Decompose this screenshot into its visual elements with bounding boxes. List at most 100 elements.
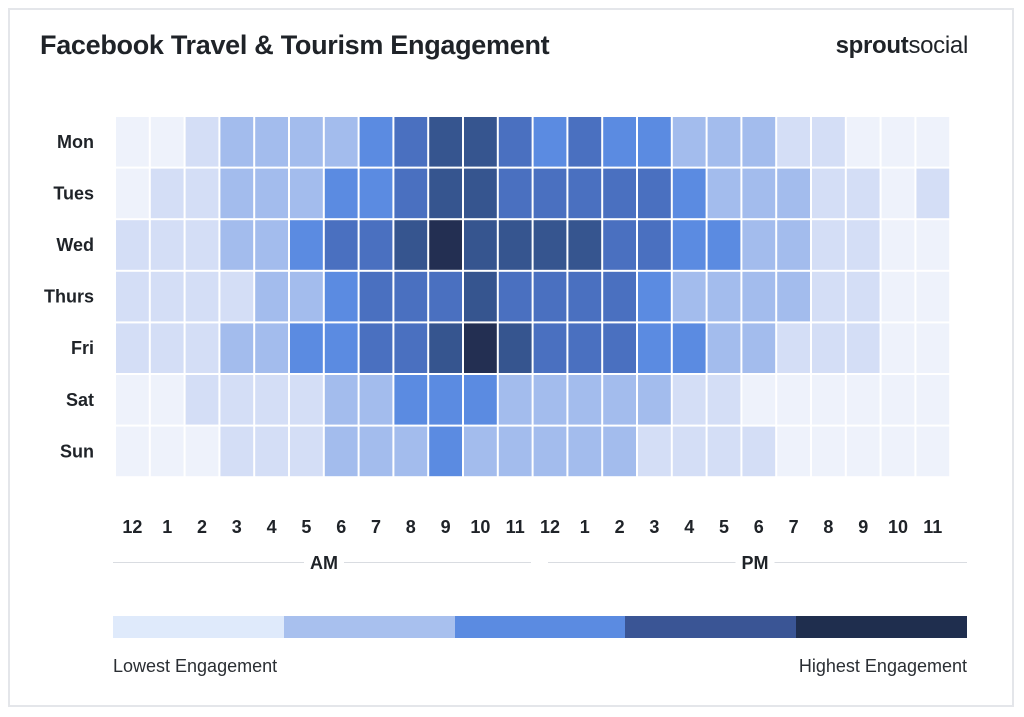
day-label: Tues bbox=[53, 183, 94, 203]
day-label: Thurs bbox=[44, 287, 94, 307]
hour-label: 2 bbox=[197, 517, 207, 537]
heatmap-cell bbox=[568, 426, 602, 477]
heatmap-cell bbox=[916, 323, 950, 373]
brand-logo: sproutsocial bbox=[835, 32, 969, 60]
heatmap-cell bbox=[185, 375, 219, 425]
heatmap-cell bbox=[742, 323, 776, 373]
heatmap-cell bbox=[150, 271, 184, 322]
heatmap-cell bbox=[916, 426, 950, 477]
heatmap-cell bbox=[672, 168, 706, 219]
heatmap-cell bbox=[359, 117, 393, 167]
heatmap-cell bbox=[290, 323, 323, 373]
heatmap-cell bbox=[881, 117, 915, 167]
heatmap-cell bbox=[220, 168, 254, 219]
heatmap-cell bbox=[533, 426, 567, 477]
heatmap-cell bbox=[290, 375, 323, 425]
heatmap-cell bbox=[498, 117, 532, 167]
heatmap-cell bbox=[638, 426, 671, 477]
heatmap-cell bbox=[464, 271, 497, 322]
heatmap-cell bbox=[220, 117, 254, 167]
heatmap-cell bbox=[603, 375, 636, 425]
heatmap-cell bbox=[394, 220, 428, 270]
heatmap-cell bbox=[812, 375, 845, 425]
hour-label: 3 bbox=[649, 517, 659, 537]
heatmap-cell bbox=[498, 220, 532, 270]
heatmap-cell bbox=[359, 375, 393, 425]
heatmap-cell bbox=[394, 271, 428, 322]
heatmap-cell bbox=[116, 220, 149, 270]
heatmap-cell bbox=[568, 168, 602, 219]
heatmap-cell bbox=[116, 117, 149, 167]
hour-label: 9 bbox=[441, 517, 451, 537]
heatmap-cell bbox=[568, 323, 602, 373]
heatmap-cell bbox=[638, 117, 671, 167]
heatmap-cell bbox=[464, 323, 497, 373]
legend-swatch bbox=[796, 616, 967, 638]
heatmap-cell bbox=[464, 117, 497, 167]
heatmap-cell bbox=[150, 323, 184, 373]
heatmap-cell bbox=[324, 375, 358, 425]
hour-label: 4 bbox=[267, 517, 277, 537]
heatmap-cell bbox=[707, 426, 741, 477]
heatmap-cell bbox=[777, 323, 810, 373]
heatmap-cell bbox=[220, 375, 254, 425]
brand-logo-part1: sprout bbox=[835, 32, 909, 59]
legend-swatch bbox=[625, 616, 797, 638]
heatmap-cell bbox=[394, 117, 428, 167]
heatmap-cell bbox=[464, 220, 497, 270]
heatmap-cell bbox=[777, 220, 810, 270]
heatmap-cell bbox=[498, 168, 532, 219]
heatmap-cell bbox=[185, 117, 219, 167]
heatmap-cell bbox=[672, 375, 706, 425]
heatmap-cell bbox=[150, 220, 184, 270]
chart-title: Facebook Travel & Tourism Engagement bbox=[40, 30, 550, 60]
hour-label: 2 bbox=[615, 517, 625, 537]
hour-label: 9 bbox=[858, 517, 868, 537]
heatmap-cell bbox=[290, 117, 323, 167]
hour-label: 8 bbox=[823, 517, 833, 537]
heatmap-cell bbox=[324, 271, 358, 322]
heatmap-cell bbox=[846, 426, 880, 477]
heatmap-cell bbox=[568, 271, 602, 322]
heatmap-cell bbox=[672, 220, 706, 270]
hour-label: 6 bbox=[754, 517, 764, 537]
heatmap-cell bbox=[394, 375, 428, 425]
hour-label: 4 bbox=[684, 517, 694, 537]
heatmap-cell bbox=[324, 117, 358, 167]
heatmap-cell bbox=[429, 426, 462, 477]
heatmap-cell bbox=[881, 323, 915, 373]
heatmap-cell bbox=[846, 271, 880, 322]
heatmap-cell bbox=[777, 168, 810, 219]
heatmap-cell bbox=[742, 375, 776, 425]
heatmap-cell bbox=[255, 426, 288, 477]
heatmap-cell bbox=[533, 271, 567, 322]
heatmap-cell bbox=[150, 117, 184, 167]
heatmap-cell bbox=[324, 426, 358, 477]
heatmap-cell bbox=[707, 323, 741, 373]
heatmap-cell bbox=[638, 220, 671, 270]
legend-swatch bbox=[113, 616, 284, 638]
heatmap-cell bbox=[255, 220, 288, 270]
heatmap-cell bbox=[742, 271, 776, 322]
heatmap-cell bbox=[150, 426, 184, 477]
hour-label: 7 bbox=[371, 517, 381, 537]
heatmap-cell bbox=[464, 168, 497, 219]
day-label: Wed bbox=[56, 235, 94, 255]
hour-label: 5 bbox=[719, 517, 729, 537]
heatmap-cell bbox=[707, 271, 741, 322]
heatmap-cell bbox=[324, 220, 358, 270]
heatmap-cell bbox=[498, 271, 532, 322]
heatmap-cell bbox=[255, 271, 288, 322]
heatmap-cell bbox=[846, 168, 880, 219]
heatmap-cell bbox=[672, 271, 706, 322]
heatmap-cell bbox=[916, 271, 950, 322]
legend-low-label: Lowest Engagement bbox=[113, 656, 278, 676]
heatmap-cell bbox=[707, 168, 741, 219]
hour-label: 6 bbox=[336, 517, 346, 537]
heatmap-cell bbox=[638, 375, 671, 425]
heatmap-cell bbox=[881, 375, 915, 425]
legend-high-label: Highest Engagement bbox=[798, 656, 967, 676]
heatmap-cell bbox=[533, 168, 567, 219]
pm-label: PM bbox=[735, 553, 775, 574]
heatmap-cell bbox=[603, 117, 636, 167]
